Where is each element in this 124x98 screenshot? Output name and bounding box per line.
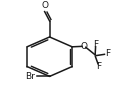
Text: Br: Br (25, 72, 35, 81)
Text: F: F (93, 40, 98, 49)
Text: F: F (96, 62, 101, 71)
Text: F: F (105, 49, 110, 58)
Text: O: O (41, 1, 48, 10)
Text: O: O (80, 42, 87, 51)
